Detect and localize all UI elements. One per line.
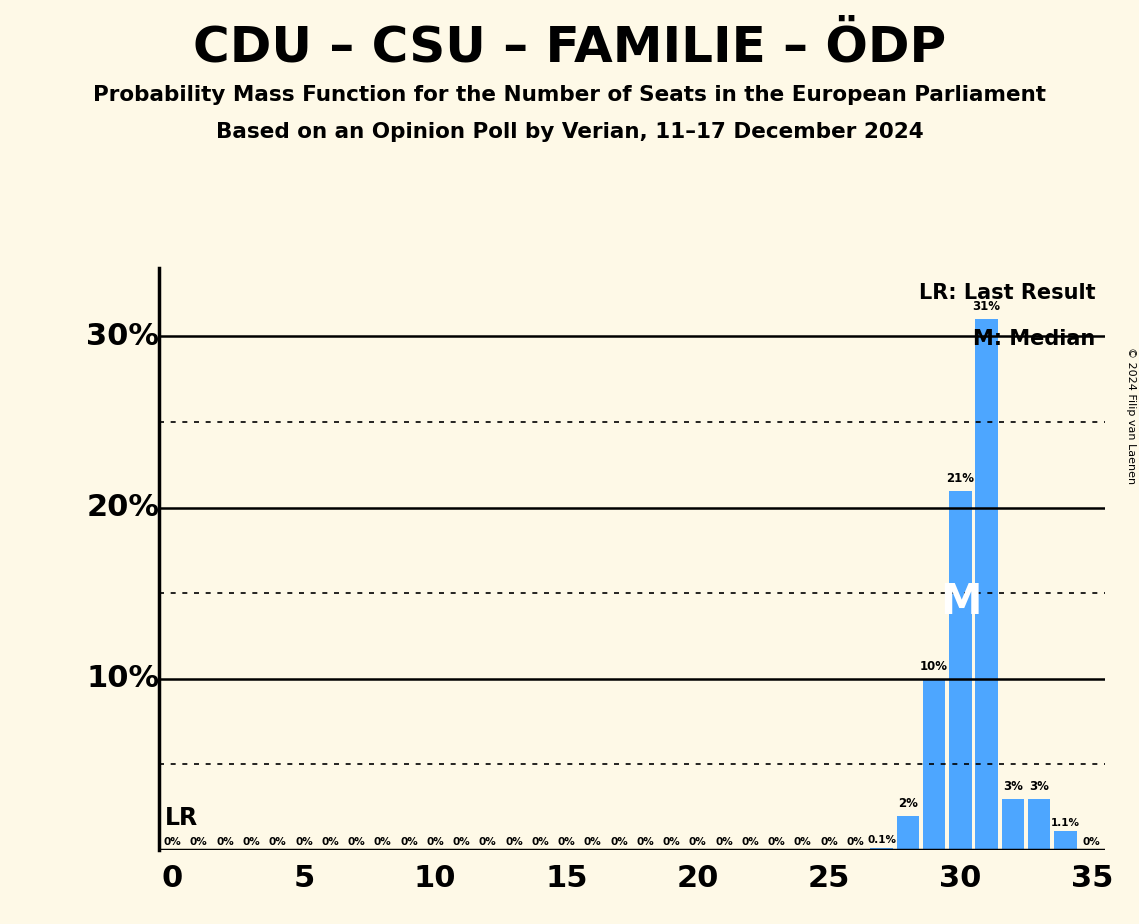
- Bar: [896, 816, 919, 850]
- Text: Probability Mass Function for the Number of Seats in the European Parliament: Probability Mass Function for the Number…: [93, 85, 1046, 105]
- Bar: [1002, 798, 1024, 850]
- Bar: [949, 491, 972, 850]
- Text: 0%: 0%: [558, 836, 575, 846]
- Text: 2%: 2%: [898, 796, 918, 809]
- Text: 0%: 0%: [478, 836, 497, 846]
- Text: 3%: 3%: [1030, 780, 1049, 793]
- Text: 0%: 0%: [452, 836, 470, 846]
- Text: 30%: 30%: [87, 322, 159, 351]
- Text: 3%: 3%: [1003, 780, 1023, 793]
- Text: 0%: 0%: [637, 836, 654, 846]
- Text: 0%: 0%: [400, 836, 418, 846]
- Text: 0%: 0%: [611, 836, 628, 846]
- Text: 0%: 0%: [243, 836, 260, 846]
- Text: 0%: 0%: [846, 836, 865, 846]
- Bar: [975, 320, 998, 850]
- Text: 10%: 10%: [87, 664, 159, 693]
- Text: 0%: 0%: [584, 836, 601, 846]
- Text: 0%: 0%: [347, 836, 366, 846]
- Text: 0%: 0%: [269, 836, 287, 846]
- Text: M: Median: M: Median: [973, 329, 1096, 349]
- Text: 0%: 0%: [374, 836, 392, 846]
- Text: 0%: 0%: [741, 836, 760, 846]
- Text: 0%: 0%: [663, 836, 680, 846]
- Bar: [1029, 798, 1050, 850]
- Text: 0%: 0%: [820, 836, 838, 846]
- Text: 1.1%: 1.1%: [1051, 818, 1080, 828]
- Text: © 2024 Filip van Laenen: © 2024 Filip van Laenen: [1126, 347, 1136, 484]
- Text: 0%: 0%: [505, 836, 523, 846]
- Text: 0%: 0%: [794, 836, 812, 846]
- Text: LR: LR: [165, 806, 198, 830]
- Text: M: M: [940, 581, 981, 623]
- Text: 0%: 0%: [532, 836, 549, 846]
- Text: 0%: 0%: [190, 836, 207, 846]
- Bar: [1055, 832, 1076, 850]
- Text: LR: Last Result: LR: Last Result: [919, 283, 1096, 302]
- Text: 0%: 0%: [715, 836, 732, 846]
- Text: 0%: 0%: [295, 836, 313, 846]
- Text: 0%: 0%: [164, 836, 181, 846]
- Text: 0%: 0%: [689, 836, 706, 846]
- Text: 31%: 31%: [973, 300, 1001, 313]
- Text: CDU – CSU – FAMILIE – ÖDP: CDU – CSU – FAMILIE – ÖDP: [192, 23, 947, 71]
- Text: Based on an Opinion Poll by Verian, 11–17 December 2024: Based on an Opinion Poll by Verian, 11–1…: [215, 122, 924, 142]
- Text: 0%: 0%: [321, 836, 339, 846]
- Bar: [923, 679, 945, 850]
- Text: 0%: 0%: [426, 836, 444, 846]
- Text: 20%: 20%: [87, 493, 159, 522]
- Text: 21%: 21%: [947, 471, 974, 484]
- Bar: [870, 848, 893, 850]
- Text: 0.1%: 0.1%: [867, 835, 896, 845]
- Text: 0%: 0%: [1083, 836, 1100, 846]
- Text: 0%: 0%: [768, 836, 786, 846]
- Text: 0%: 0%: [216, 836, 233, 846]
- Text: 10%: 10%: [920, 660, 948, 673]
